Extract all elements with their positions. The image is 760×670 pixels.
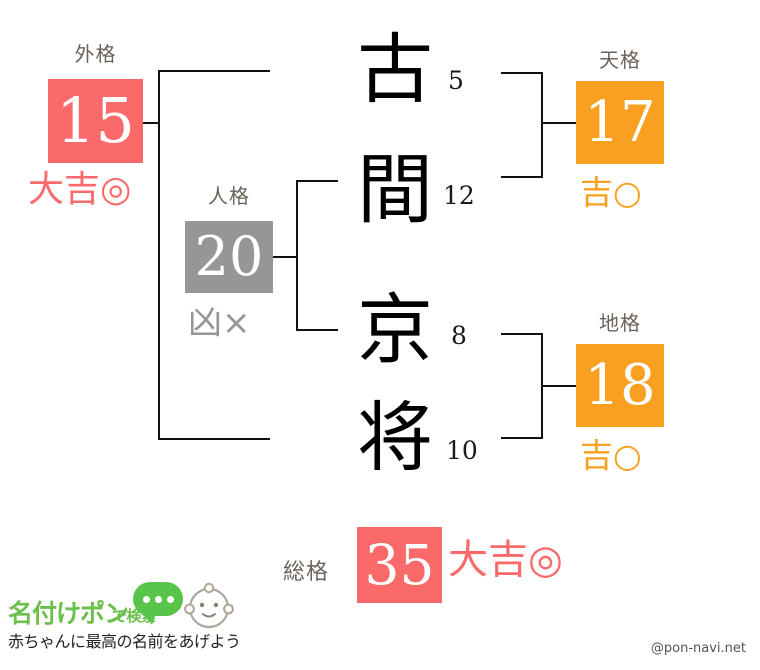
stroke-count-1: 5: [448, 66, 464, 95]
chikaku-label: 地格: [599, 311, 641, 335]
jinkaku-bracket-spine: [296, 180, 298, 329]
baby-face-icon: [184, 582, 234, 629]
name-character-3: 京: [357, 285, 433, 374]
gaikaku-connector-stub: [143, 122, 159, 124]
name-character-2: 間: [357, 145, 433, 234]
watermark-text: @pon-navi.net: [650, 641, 746, 656]
jinkaku-verdict: 凶×: [188, 303, 251, 343]
chikaku-value-box: 18: [576, 344, 664, 427]
speech-bubble-icon: [133, 582, 183, 625]
tenkaku-bracket-arm-bottom: [501, 176, 543, 178]
bubble-dot-3: [167, 596, 174, 603]
jinkaku-connector-stub: [273, 256, 297, 258]
tenkaku-bracket-arm-top: [501, 72, 543, 74]
jinkaku-label: 人格: [208, 184, 250, 208]
tenkaku-verdict: 吉○: [580, 173, 642, 212]
gaikaku-label: 外格: [74, 42, 117, 66]
chikaku-connector-stub: [541, 385, 576, 387]
stroke-count-2: 12: [443, 181, 475, 210]
stroke-count-3: 8: [451, 321, 467, 350]
name-character-1: 古: [357, 25, 433, 114]
gaikaku-bracket-arm-bottom: [158, 438, 270, 440]
soukaku-value-box: 35: [357, 527, 442, 603]
stroke-count-4: 10: [446, 436, 478, 465]
chikaku-bracket-arm-top: [501, 333, 543, 335]
chikaku-bracket-arm-bottom: [501, 437, 543, 439]
gaikaku-verdict: 大吉◎: [28, 169, 132, 210]
gaikaku-value-box: 15: [48, 79, 143, 163]
soukaku-verdict: 大吉◎: [448, 537, 563, 583]
logo-brand-text: 名付けポン: [8, 599, 129, 628]
site-logo[interactable]: 名付けポン で検索 赤ちゃんに最高の名前をあげよう: [8, 582, 248, 662]
name-character-4: 将: [357, 393, 433, 482]
tenkaku-connector-stub: [541, 122, 576, 124]
soukaku-label: 総格: [283, 560, 330, 585]
tenkaku-bracket-spine: [541, 72, 543, 176]
tenkaku-label: 天格: [599, 48, 641, 72]
gaikaku-bracket-spine: [158, 70, 160, 438]
jinkaku-bracket-arm-top: [296, 180, 338, 182]
jinkaku-value-box: 20: [185, 221, 273, 293]
gaikaku-bracket-arm-top: [158, 70, 270, 72]
bubble-dot-1: [143, 596, 150, 603]
logo-tagline: 赤ちゃんに最高の名前をあげよう: [8, 632, 241, 651]
jinkaku-bracket-arm-bottom: [296, 329, 338, 331]
chikaku-verdict: 吉○: [580, 436, 642, 475]
bubble-dot-2: [155, 596, 162, 603]
tenkaku-value-box: 17: [576, 81, 664, 164]
